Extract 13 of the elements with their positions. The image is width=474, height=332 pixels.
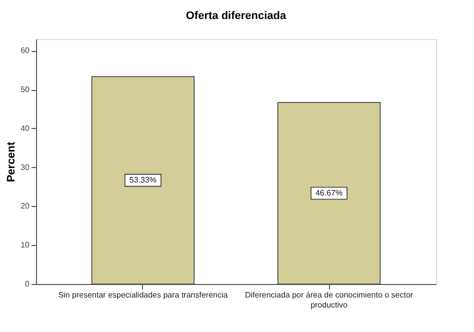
y-axis-title: Percent — [6, 141, 18, 182]
y-tick-label: 40 — [20, 124, 30, 133]
x-tick-label: Diferenciada por área de conocimiento o sector productivo — [244, 290, 414, 310]
y-tick-label: 20 — [20, 202, 30, 211]
y-tick-label: 10 — [20, 240, 30, 250]
data-label: 53.33% — [129, 175, 157, 184]
y-tick-label: 30 — [20, 162, 30, 172]
x-tick-label: Sin presentar especialidades para transferencia — [58, 290, 228, 300]
data-label: 46.67% — [315, 188, 343, 198]
y-tick-label: 50 — [20, 85, 30, 94]
chart-title: Oferta diferenciada — [186, 10, 288, 22]
y-tick-label: 0 — [25, 280, 30, 288]
y-tick-label: 60 — [20, 46, 30, 56]
